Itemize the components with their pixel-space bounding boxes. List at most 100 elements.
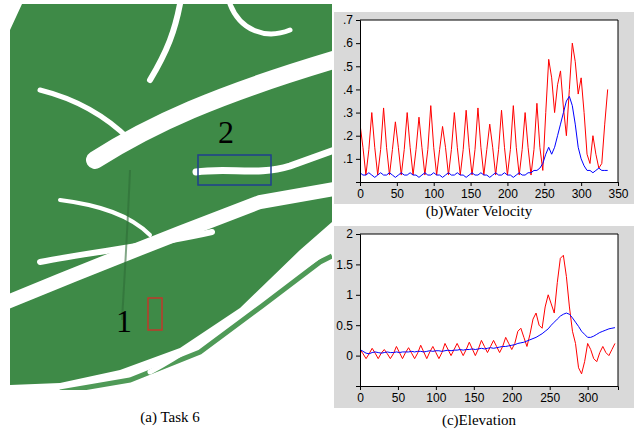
- x-tick-label: 250: [535, 187, 555, 201]
- y-tick-mark: [356, 20, 360, 21]
- water: [196, 148, 332, 172]
- y-tick: .3: [343, 106, 360, 120]
- series-line: [360, 255, 615, 374]
- chart-title: (b)Water Velocity: [426, 203, 533, 220]
- x-tick-label: 250: [540, 391, 560, 405]
- x-tick-label: 50: [392, 391, 406, 405]
- chart-title: (c)Elevation: [442, 412, 517, 429]
- x-tick-label: 0: [357, 187, 364, 201]
- y-axis: .1 .2 .3 .4 .5 .6 .7: [343, 13, 361, 182]
- plot-frame: [360, 234, 618, 386]
- panel-background: [334, 226, 634, 408]
- y-axis-line: [356, 235, 361, 387]
- panel-background: [334, 12, 634, 204]
- y-tick: .7: [343, 13, 360, 27]
- x-tick: 50: [391, 182, 405, 201]
- x-tick-label: 150: [461, 187, 481, 201]
- x-tick: 250: [540, 386, 560, 405]
- region-label: 2: [218, 114, 234, 150]
- barrier-island: [60, 256, 332, 390]
- x-axis: 0 50 100 150 200 250 300: [357, 386, 618, 405]
- water: [95, 58, 332, 160]
- x-tick-mark: [434, 182, 435, 186]
- y-tick: .6: [343, 36, 360, 50]
- x-tick: 150: [461, 182, 481, 201]
- x-tick-label: 300: [572, 187, 592, 201]
- region-box: [198, 155, 271, 185]
- x-axis: 0 50 100 150 200 250 300 350: [357, 182, 629, 201]
- x-axis-line: [361, 387, 619, 391]
- x-tick: 300: [572, 182, 592, 201]
- water: [150, 4, 180, 80]
- x-tick: 350: [608, 182, 628, 201]
- water: [60, 200, 150, 235]
- y-tick-mark: [356, 325, 360, 326]
- x-tick-label: 300: [578, 391, 598, 405]
- y-tick-label: .7: [343, 13, 353, 27]
- plot-area: [360, 234, 618, 386]
- y-tick: .4: [343, 83, 360, 97]
- figure: 12(a) Task 6050100150200250300350.1.2.3.…: [0, 0, 639, 433]
- chart-panel: 05010015020025030000.511.52(c)Elevation: [334, 226, 634, 429]
- y-tick-mark: [356, 159, 360, 160]
- y-tick-mark: [356, 356, 360, 357]
- x-tick-label: 50: [391, 187, 405, 201]
- y-tick: 1: [346, 288, 360, 302]
- x-tick: 100: [426, 386, 446, 405]
- y-tick: .1: [343, 152, 360, 166]
- y-tick-label: .5: [343, 60, 353, 74]
- y-tick-mark: [356, 234, 360, 235]
- x-tick-mark: [436, 386, 437, 390]
- y-tick-mark: [356, 113, 360, 114]
- x-axis-line: [361, 183, 619, 187]
- water: [8, 188, 332, 305]
- y-tick: 2: [346, 227, 360, 241]
- ridge: [122, 170, 130, 320]
- map-panel: 12(a) Task 6: [0, 4, 340, 426]
- y-tick: .2: [343, 129, 360, 143]
- y-tick-mark: [356, 295, 360, 296]
- x-tick: 0: [357, 182, 364, 201]
- x-tick: 200: [498, 182, 518, 201]
- x-tick-mark: [507, 182, 508, 186]
- x-tick: 200: [502, 386, 522, 405]
- x-tick-label: 350: [608, 187, 628, 201]
- x-tick-mark: [397, 182, 398, 186]
- y-tick: 1.5: [336, 258, 360, 272]
- y-tick-mark: [356, 264, 360, 265]
- x-tick-label: 150: [464, 391, 484, 405]
- x-tick-mark: [544, 182, 545, 186]
- plot-area: [360, 20, 618, 182]
- water: [150, 256, 320, 372]
- x-tick-label: 200: [502, 391, 522, 405]
- x-tick-label: 200: [498, 187, 518, 201]
- x-tick: 300: [578, 386, 598, 405]
- x-tick-mark: [512, 386, 513, 390]
- y-tick-mark: [356, 66, 360, 67]
- y-tick-label: .3: [343, 106, 353, 120]
- x-tick-mark: [471, 182, 472, 186]
- y-tick: 0: [346, 349, 360, 363]
- x-tick-mark: [398, 386, 399, 390]
- y-tick-label: 0: [346, 349, 353, 363]
- x-tick-label: 100: [424, 187, 444, 201]
- x-tick: 0: [357, 386, 364, 405]
- y-axis: 00.511.52: [336, 227, 360, 386]
- x-tick: 150: [464, 386, 484, 405]
- x-tick: 250: [535, 182, 555, 201]
- y-tick-mark: [356, 136, 360, 137]
- y-tick-label: .1: [343, 152, 353, 166]
- y-tick-label: .4: [343, 83, 353, 97]
- y-tick-label: .2: [343, 129, 353, 143]
- x-tick: 100: [424, 182, 444, 201]
- x-tick-label: 100: [426, 391, 446, 405]
- lines: [360, 43, 608, 177]
- y-tick-label: 1.5: [336, 258, 353, 272]
- water: [40, 90, 130, 140]
- y-tick-mark: [356, 89, 360, 90]
- series-line: [360, 313, 615, 354]
- y-tick-label: .6: [343, 36, 353, 50]
- chart-panel: 0 50 100 150 200 250 300 350 .1 .2 .3 .4 .5 .6 .7 (b)Wa…: [334, 12, 634, 220]
- lines: [360, 255, 615, 374]
- series-line: [360, 43, 608, 175]
